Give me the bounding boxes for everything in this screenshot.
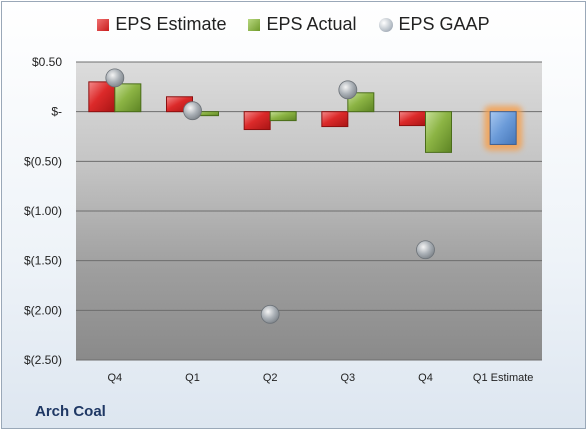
x-tick-label: Q4 — [418, 372, 433, 384]
legend-item-gaap: EPS GAAP — [378, 14, 490, 35]
x-tick-label: Q4 — [107, 372, 122, 384]
y-tick-label: $0.50 — [32, 55, 62, 69]
y-tick-label: $(1.50) — [24, 254, 62, 268]
bar-estimate — [399, 111, 426, 127]
bar-estimate — [321, 111, 349, 128]
bar-estimate — [88, 81, 116, 113]
y-tick-label: $- — [51, 105, 62, 119]
y-tick-label: $(0.50) — [24, 154, 62, 168]
bar-actual — [425, 111, 452, 153]
x-tick-label: Q1 — [185, 372, 200, 384]
bar-actual — [114, 83, 142, 113]
gaap-dot — [260, 304, 280, 324]
y-tick-label: $(1.00) — [24, 204, 62, 218]
x-tick-label: Q1 Estimate — [473, 372, 534, 384]
bar-estimate — [243, 111, 271, 131]
x-tick-label: Q3 — [340, 372, 355, 384]
y-tick-label: $(2.50) — [24, 353, 62, 367]
gaap-dot — [416, 240, 435, 260]
gaap-dot — [105, 68, 125, 88]
gaap-dot — [183, 101, 202, 121]
actual-swatch — [248, 18, 261, 31]
company-name: Arch Coal — [35, 403, 106, 420]
estimate-swatch — [97, 18, 110, 31]
gaap-dot — [338, 80, 358, 100]
gaap-swatch — [378, 17, 393, 32]
bar-estimate-forecast — [489, 111, 517, 145]
chart-legend: EPS Estimate EPS Actual EPS GAAP — [0, 14, 587, 35]
legend-item-estimate: EPS Estimate — [97, 14, 226, 35]
y-tick-label: $(2.00) — [24, 303, 62, 317]
x-tick-label: Q2 — [263, 372, 278, 384]
legend-item-actual: EPS Actual — [248, 14, 357, 35]
legend-label-gaap: EPS GAAP — [398, 14, 490, 34]
legend-label-actual: EPS Actual — [266, 14, 357, 34]
bar-actual — [347, 92, 375, 113]
bar-actual — [269, 111, 297, 122]
legend-label-estimate: EPS Estimate — [115, 14, 227, 34]
